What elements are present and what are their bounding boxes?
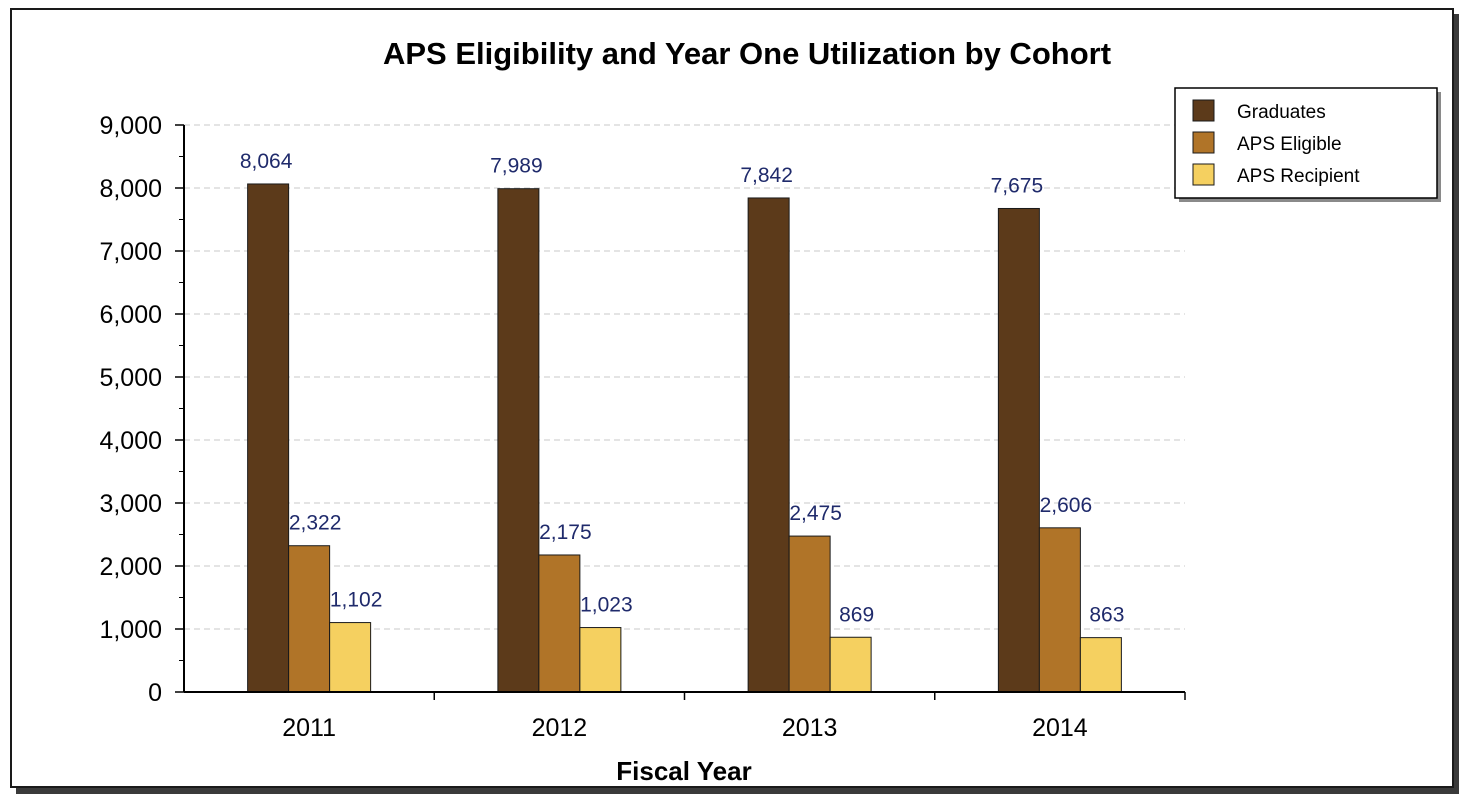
bar-aps-recipient <box>329 622 372 693</box>
data-label: 7,675 <box>991 174 1044 197</box>
bar-aps-eligible <box>288 545 331 693</box>
chart-title: APS Eligibility and Year One Utilization… <box>383 36 1111 71</box>
legend-swatch <box>1192 131 1215 154</box>
y-tick-label: 4,000 <box>99 427 162 455</box>
bar-graduates <box>747 197 790 693</box>
bar-aps-eligible <box>1038 527 1081 693</box>
data-label: 2,475 <box>789 502 842 525</box>
legend-label: APS Eligible <box>1237 134 1342 155</box>
bar-graduates <box>997 207 1040 693</box>
legend-box <box>1174 87 1438 199</box>
bar-aps-recipient <box>579 627 622 693</box>
y-tick-label: 1,000 <box>99 616 162 644</box>
x-tick-label: 2011 <box>282 714 336 742</box>
y-tick-label: 8,000 <box>99 175 162 203</box>
bar-graduates <box>497 188 540 693</box>
y-tick-label: 2,000 <box>99 553 162 581</box>
y-tick-label: 6,000 <box>99 301 162 329</box>
bar-aps-eligible <box>538 554 581 693</box>
data-label: 2,606 <box>1040 494 1093 517</box>
bar-aps-recipient <box>829 636 872 693</box>
data-label: 1,023 <box>580 594 633 617</box>
chart-svg: APS Eligibility and Year One Utilization… <box>99 36 1441 786</box>
legend: Graduates APS Eligible APS Recipient <box>1174 87 1441 202</box>
x-axis-label: Fiscal Year <box>616 756 751 786</box>
chart-frame: APS Eligibility and Year One Utilization… <box>10 8 1454 788</box>
data-label: 8,064 <box>240 150 293 173</box>
data-label: 1,102 <box>330 589 383 612</box>
y-tick-label: 9,000 <box>99 112 162 140</box>
data-label: 7,989 <box>490 155 543 178</box>
bar-aps-eligible <box>788 535 831 693</box>
legend-label: Graduates <box>1237 102 1326 123</box>
data-label: 869 <box>839 603 874 626</box>
legend-swatch <box>1192 163 1215 186</box>
x-tick-label: 2014 <box>1032 714 1088 742</box>
bar-graduates <box>247 183 290 693</box>
y-tick-label: 7,000 <box>99 238 162 266</box>
data-label: 2,175 <box>539 521 592 544</box>
data-label: 2,322 <box>289 512 342 535</box>
y-tick-label: 5,000 <box>99 364 162 392</box>
data-label: 863 <box>1089 604 1124 627</box>
y-tick-label: 3,000 <box>99 490 162 518</box>
x-tick-label: 2013 <box>782 714 838 742</box>
data-label: 7,842 <box>740 164 793 187</box>
legend-label: APS Recipient <box>1237 166 1360 187</box>
bar-aps-recipient <box>1079 637 1122 693</box>
x-tick-label: 2012 <box>532 714 588 742</box>
axes: 0 1,000 2,000 3,000 4,000 5,000 6,000 7,000 8,00… <box>99 112 1186 742</box>
legend-swatch <box>1192 99 1215 122</box>
bars <box>247 183 1122 693</box>
y-tick-label: 0 <box>148 679 162 707</box>
data-labels: 8,064 2,322 1,102 7,989 2,175 1,023 7,842 2,475… <box>240 150 1125 627</box>
